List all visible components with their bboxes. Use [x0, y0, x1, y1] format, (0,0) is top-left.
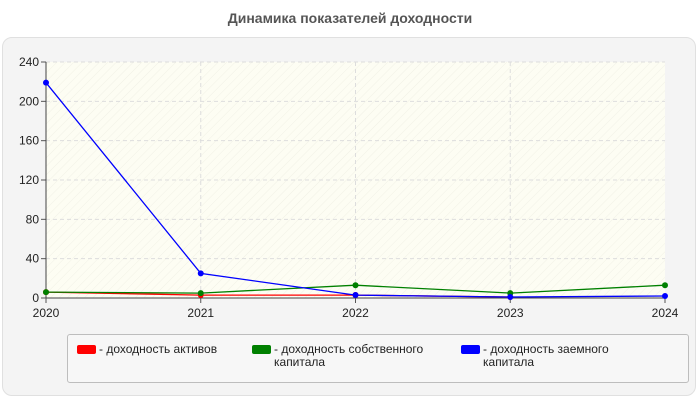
data-point-debt	[352, 292, 359, 299]
legend-swatch-debt	[461, 345, 480, 354]
x-tick-label: 2024	[652, 306, 679, 320]
data-point-equity	[197, 290, 204, 297]
x-tick-labels: 2020 2021 2022 2023 2024	[33, 306, 679, 320]
y-tick-label: 40	[26, 252, 40, 266]
legend-item-equity: - доходность собственного капитала	[252, 343, 439, 369]
y-tick-label: 200	[19, 94, 39, 108]
x-tick-label: 2020	[33, 306, 60, 320]
y-tick-label: 160	[19, 134, 39, 148]
data-point-equity	[43, 289, 49, 296]
x-tick-label: 2022	[342, 306, 369, 320]
legend-label-equity: - доходность собственного капитала	[274, 342, 424, 369]
series-group	[43, 79, 668, 301]
legend: - доходность активов - доходность собств…	[67, 334, 689, 383]
y-tick-label: 120	[19, 173, 39, 187]
chart-title: Динамика показателей доходности	[227, 10, 473, 26]
y-tick-label: 80	[26, 212, 40, 226]
y-tick-labels: 0 40 80 120 160 200 240	[19, 55, 39, 305]
data-point-debt	[197, 270, 204, 277]
legend-label-debt: - доходность заемного капитала	[483, 342, 609, 369]
grid-lines	[46, 61, 665, 298]
data-point-debt	[507, 294, 514, 301]
data-point-equity	[662, 282, 668, 289]
legend-item-assets: - доходность активов	[77, 343, 249, 356]
legend-item-debt: - доходность заемного капитала	[461, 343, 633, 369]
legend-swatch-equity	[252, 345, 271, 354]
legend-swatch-assets	[77, 345, 96, 354]
y-tick-label: 0	[32, 291, 39, 305]
data-point-debt	[43, 79, 49, 86]
y-tick-label: 240	[19, 55, 39, 69]
x-tick-label: 2023	[497, 306, 524, 320]
x-tick-label: 2021	[187, 306, 214, 320]
data-point-debt	[662, 293, 668, 300]
data-point-equity	[352, 282, 359, 289]
legend-label-assets: - доходность активов	[99, 342, 218, 356]
